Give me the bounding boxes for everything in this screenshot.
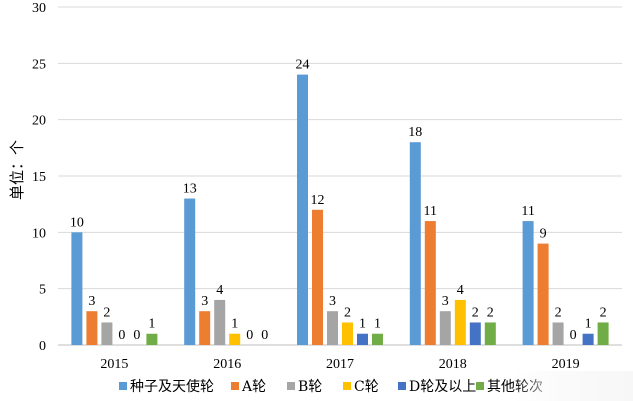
- bar: [342, 322, 353, 345]
- data-label: 11: [424, 204, 437, 219]
- data-label: 4: [457, 283, 464, 298]
- data-label: 9: [540, 227, 547, 242]
- data-label: 1: [148, 317, 155, 332]
- y-tick-label: 5: [39, 283, 46, 298]
- bar: [146, 333, 158, 345]
- bar: [597, 322, 609, 345]
- data-label: 0: [133, 328, 140, 343]
- bar: [297, 74, 308, 345]
- bar: [439, 311, 451, 345]
- data-label: 1: [231, 317, 238, 332]
- legend-item: D轮及以上: [398, 379, 476, 395]
- legend-swatch: [287, 382, 295, 390]
- data-label: 11: [521, 204, 534, 219]
- x-tick-label: 2018: [439, 357, 467, 372]
- data-label: 2: [555, 305, 562, 320]
- data-label: 2: [487, 305, 494, 320]
- legend-item: B轮: [287, 379, 322, 395]
- bar: [327, 311, 338, 345]
- y-axis-label: 单位：个: [8, 140, 26, 200]
- legend-swatch: [231, 382, 239, 390]
- bar: [372, 333, 383, 345]
- legend-label: B轮: [298, 379, 322, 395]
- data-label: 4: [216, 283, 223, 298]
- data-label: 18: [408, 125, 422, 140]
- bar: [199, 311, 211, 345]
- data-label: 3: [201, 294, 208, 309]
- legend: 种子及天使轮A轮B轮C轮D轮及以上其他轮次: [119, 378, 543, 395]
- legend-swatch: [476, 382, 484, 390]
- bar: [537, 243, 549, 345]
- bar: [469, 322, 481, 345]
- data-label: 24: [296, 58, 310, 73]
- legend-item: A轮: [231, 379, 266, 395]
- y-tick-label: 25: [32, 57, 46, 72]
- y-tick-label: 15: [32, 170, 46, 185]
- bar: [552, 322, 564, 345]
- data-label: 0: [246, 328, 253, 343]
- data-label: 0: [570, 328, 577, 343]
- data-label: 10: [70, 215, 84, 230]
- legend-label: C轮: [354, 379, 379, 395]
- x-tick-label: 2019: [552, 357, 580, 372]
- bars: [71, 74, 609, 345]
- bar: [424, 221, 436, 345]
- data-label: 0: [118, 328, 125, 343]
- legend-label: D轮及以上: [409, 379, 476, 395]
- data-label: 1: [374, 317, 381, 332]
- data-label: 2: [600, 305, 607, 320]
- data-label: 2: [472, 305, 479, 320]
- legend-label: A轮: [241, 379, 266, 395]
- data-label: 3: [329, 294, 336, 309]
- data-label: 1: [585, 317, 592, 332]
- data-label: 3: [442, 294, 449, 309]
- data-label: 12: [311, 193, 325, 208]
- x-tick-label: 2015: [100, 357, 128, 372]
- data-label: 13: [183, 182, 197, 197]
- y-tick-label: 20: [32, 114, 46, 129]
- data-label: 0: [261, 328, 268, 343]
- bar: [484, 322, 496, 345]
- bar: [229, 333, 241, 345]
- x-tick-label: 2017: [326, 357, 354, 372]
- legend-swatch: [343, 382, 351, 390]
- bar: [184, 198, 196, 345]
- legend-item: C轮: [343, 379, 379, 395]
- data-label: 3: [88, 294, 95, 309]
- bar: [357, 333, 368, 345]
- data-label: 2: [103, 305, 110, 320]
- legend-item: 种子及天使轮: [119, 378, 214, 395]
- x-tick-label: 2016: [213, 357, 241, 372]
- data-label: 1: [359, 317, 366, 332]
- y-tick-label: 0: [39, 339, 46, 354]
- gridlines: [58, 6, 622, 346]
- bar: [522, 221, 534, 345]
- y-axis-ticks: 0 5 10 15 20 25 30: [32, 1, 46, 354]
- x-axis-ticks: 2015 2016 2017 2018 2019: [100, 357, 579, 372]
- legend-swatch: [398, 382, 406, 390]
- bar: [71, 232, 83, 345]
- bar: [582, 333, 594, 345]
- legend-label: 种子及天使轮: [130, 378, 214, 395]
- bar: [86, 311, 98, 345]
- y-tick-label: 30: [32, 1, 46, 16]
- watermark: [513, 371, 633, 401]
- bar: [454, 299, 466, 345]
- bar: [312, 209, 323, 345]
- bar: [214, 299, 226, 345]
- bar: [101, 322, 113, 345]
- data-label: 2: [344, 305, 351, 320]
- y-tick-label: 10: [32, 226, 46, 241]
- bar: [409, 142, 421, 345]
- legend-swatch: [119, 382, 127, 390]
